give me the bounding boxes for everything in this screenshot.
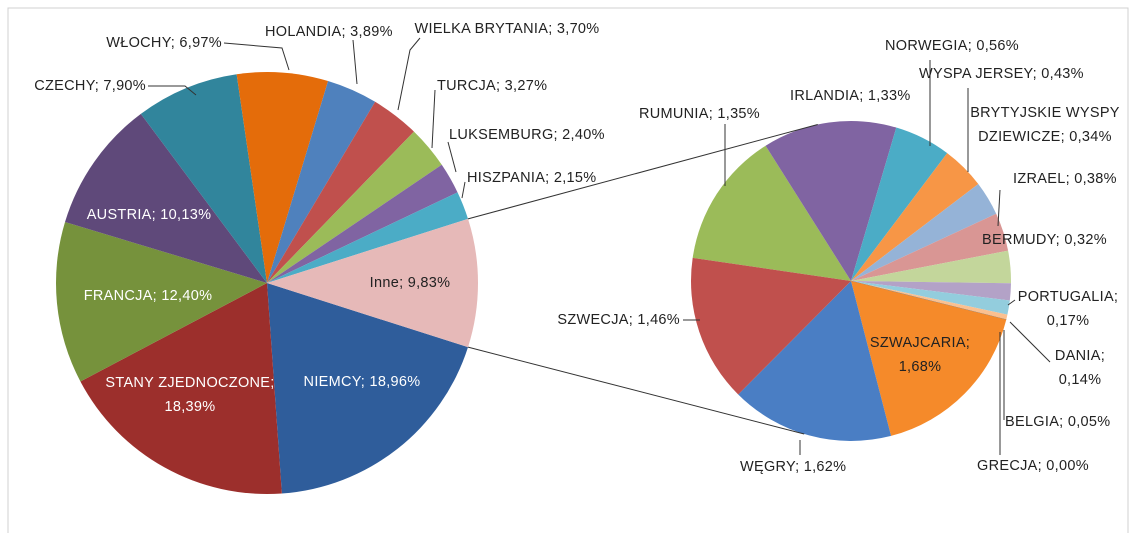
data-label: WĘGRY; 1,62% [740, 459, 847, 475]
pie-slice [851, 213, 1009, 281]
pie-slice [851, 281, 1011, 301]
data-label: HOLANDIA; 3,89% [265, 24, 393, 40]
pie-slice [236, 72, 329, 284]
pie-slice [851, 281, 1007, 436]
data-label: SZWAJCARIA; 1,68% [869, 335, 971, 375]
data-label: PORTUGALIA; 0,17% [1017, 289, 1119, 329]
data-label: NIEMCY; 18,96% [303, 374, 421, 390]
data-label: BERMUDY; 0,32% [982, 232, 1107, 248]
frame [7, 7, 1129, 533]
pie-slice [267, 164, 458, 283]
pie-slice [738, 281, 892, 442]
pie-slice [851, 184, 997, 281]
pie-slice [851, 281, 1010, 315]
leader-line [1009, 321, 1051, 363]
pie-slice [267, 218, 478, 348]
pie-slice [765, 121, 897, 281]
pies [55, 72, 1011, 495]
leader-line [461, 181, 466, 199]
leader-line [997, 189, 1001, 227]
pie-slice [80, 283, 282, 495]
leader-line [1007, 299, 1016, 306]
data-label: LUKSEMBURG; 2,40% [449, 127, 605, 143]
leader-line [431, 89, 436, 149]
data-label: CZECHY; 7,90% [34, 78, 146, 94]
data-label: BRYTYJSKIE WYSPY DZIEWICZE; 0,34% [970, 105, 1120, 145]
data-label: AUSTRIA; 10,13% [86, 207, 212, 223]
pie-slice [267, 81, 376, 283]
data-label: IRLANDIA; 1,33% [790, 88, 911, 104]
pie-slice [691, 257, 851, 395]
leader-line [352, 39, 358, 85]
pie-slice [851, 250, 1011, 284]
data-label: SZWECJA; 1,46% [557, 312, 680, 328]
data-label: BELGIA; 0,05% [1005, 414, 1111, 430]
pie-slice [851, 127, 948, 281]
pie-slice [267, 101, 414, 283]
leader-line [148, 85, 197, 96]
data-label: RUMUNIA; 1,35% [638, 106, 760, 122]
data-label: WŁOCHY; 6,97% [106, 35, 222, 51]
data-label: STANY ZJEDNOCZONE; 18,39% [105, 375, 275, 415]
pie-slice [65, 113, 267, 283]
data-label: FRANCJA; 12,40% [83, 288, 213, 304]
leader-line [447, 141, 457, 173]
leader-lines [148, 37, 1051, 455]
pie-slice [851, 153, 979, 281]
connector-line [467, 346, 805, 435]
data-label: TURCJA; 3,27% [437, 78, 548, 94]
leader-line [397, 37, 421, 111]
data-label: IZRAEL; 0,38% [1013, 171, 1117, 187]
pie-slice [692, 145, 851, 281]
data-label: WIELKA BRYTANIA; 3,70% [414, 21, 600, 37]
data-label: HISZPANIA; 2,15% [467, 170, 597, 186]
data-label: Inne; 9,83% [369, 275, 451, 291]
data-label: GRECJA; 0,00% [977, 458, 1089, 474]
leader-line [223, 42, 290, 71]
data-label: WYSPA JERSEY; 0,43% [919, 66, 1084, 82]
pie-slice [267, 283, 469, 494]
pie-slice [267, 192, 469, 283]
data-label: DANIA; 0,14% [1054, 348, 1106, 388]
pie-slice [140, 74, 267, 284]
pie-slice [55, 221, 267, 382]
data-label: NORWEGIA; 0,56% [885, 38, 1019, 54]
pie-slice [267, 131, 442, 283]
connector-line [467, 124, 818, 220]
